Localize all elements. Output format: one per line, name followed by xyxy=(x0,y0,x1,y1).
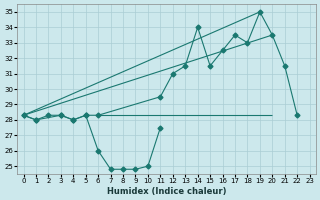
X-axis label: Humidex (Indice chaleur): Humidex (Indice chaleur) xyxy=(107,187,226,196)
